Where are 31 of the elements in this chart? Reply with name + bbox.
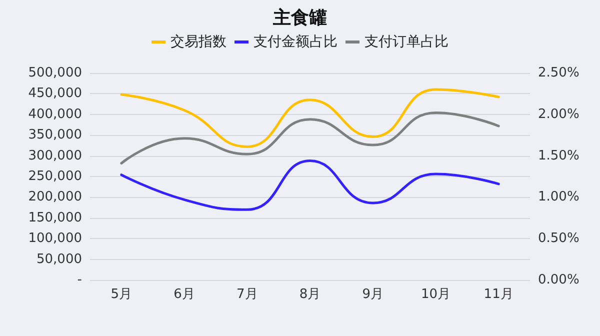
y2-tick-label: 0.00%: [538, 272, 580, 288]
legend-label: 支付金额占比: [254, 34, 338, 50]
y2-tick-label: 0.50%: [538, 231, 580, 246]
y-tick-label: 450,000: [28, 86, 82, 102]
y2-tick-label: 2.00%: [538, 106, 580, 122]
y2-tick-label: 1.50%: [538, 148, 580, 164]
x-tick-label: 6月: [174, 287, 195, 302]
x-tick-label: 9月: [362, 287, 384, 302]
y2-tick-label: 1.00%: [538, 190, 580, 205]
line-series: [120, 88, 500, 148]
x-tick-label: 10月: [420, 287, 450, 302]
line-series: [120, 111, 500, 164]
y-tick-label: -: [77, 272, 82, 288]
x-tick-label: 5月: [110, 287, 132, 302]
y-tick-label: 400,000: [28, 106, 82, 122]
x-tick-label: 7月: [236, 287, 258, 302]
x-tick-label: 11月: [484, 287, 514, 302]
y-tick-label: 100,000: [28, 231, 82, 246]
y2-tick-label: 2.50%: [538, 66, 580, 80]
y-tick-label: 200,000: [28, 190, 82, 205]
y-tick-label: 350,000: [28, 128, 82, 143]
y-tick-label: 50,000: [36, 252, 82, 267]
y-tick-label: 300,000: [28, 148, 82, 164]
legend-label: 支付订单占比: [364, 34, 448, 50]
legend-label: 交易指数: [170, 34, 226, 50]
chart-title: 主食罐: [272, 8, 327, 28]
y-tick-label: 150,000: [28, 210, 82, 226]
x-tick-label: 8月: [299, 287, 321, 302]
line-series: [120, 160, 500, 211]
y-tick-label: 250,000: [28, 169, 82, 184]
y-tick-label: 500,000: [28, 66, 82, 80]
